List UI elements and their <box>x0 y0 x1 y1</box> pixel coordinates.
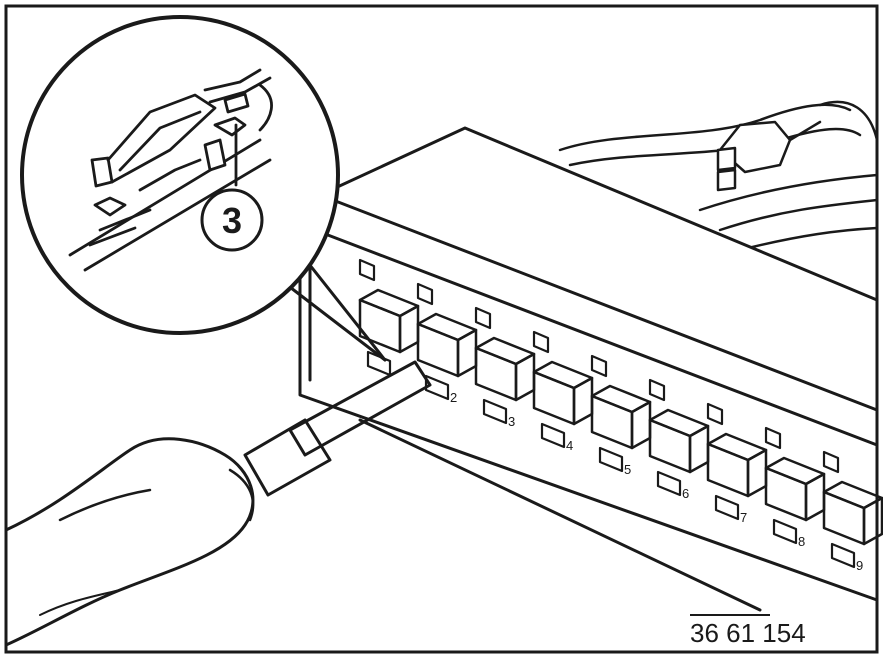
pin-slot: 7 <box>706 402 768 525</box>
pin-number: 4 <box>566 438 573 453</box>
callout-circle <box>200 188 264 252</box>
pin-row: 2 3 4 5 6 7 8 9 <box>358 258 883 573</box>
figure-reference-number: 36 61 154 <box>690 618 806 648</box>
pin-number: 6 <box>682 486 689 501</box>
cable-bundle <box>558 100 879 252</box>
pin-slot: 5 <box>590 354 652 477</box>
background-plug <box>716 120 822 192</box>
pin-number: 8 <box>798 534 805 549</box>
pin-slot: 4 <box>532 330 594 453</box>
pin-number: 9 <box>856 558 863 573</box>
pin-number: 5 <box>624 462 631 477</box>
screwdriver-blade <box>288 360 432 457</box>
pin-slot: 9 <box>822 450 883 573</box>
pin-number: 2 <box>450 390 457 405</box>
screwdriver-ferrule <box>243 418 332 497</box>
detail-magnifier: 3 <box>20 15 340 335</box>
pin-number: 7 <box>740 510 747 525</box>
screwdriver[interactable] <box>4 360 432 647</box>
pin-number: 3 <box>508 414 515 429</box>
callout-label: 3 <box>222 200 242 241</box>
